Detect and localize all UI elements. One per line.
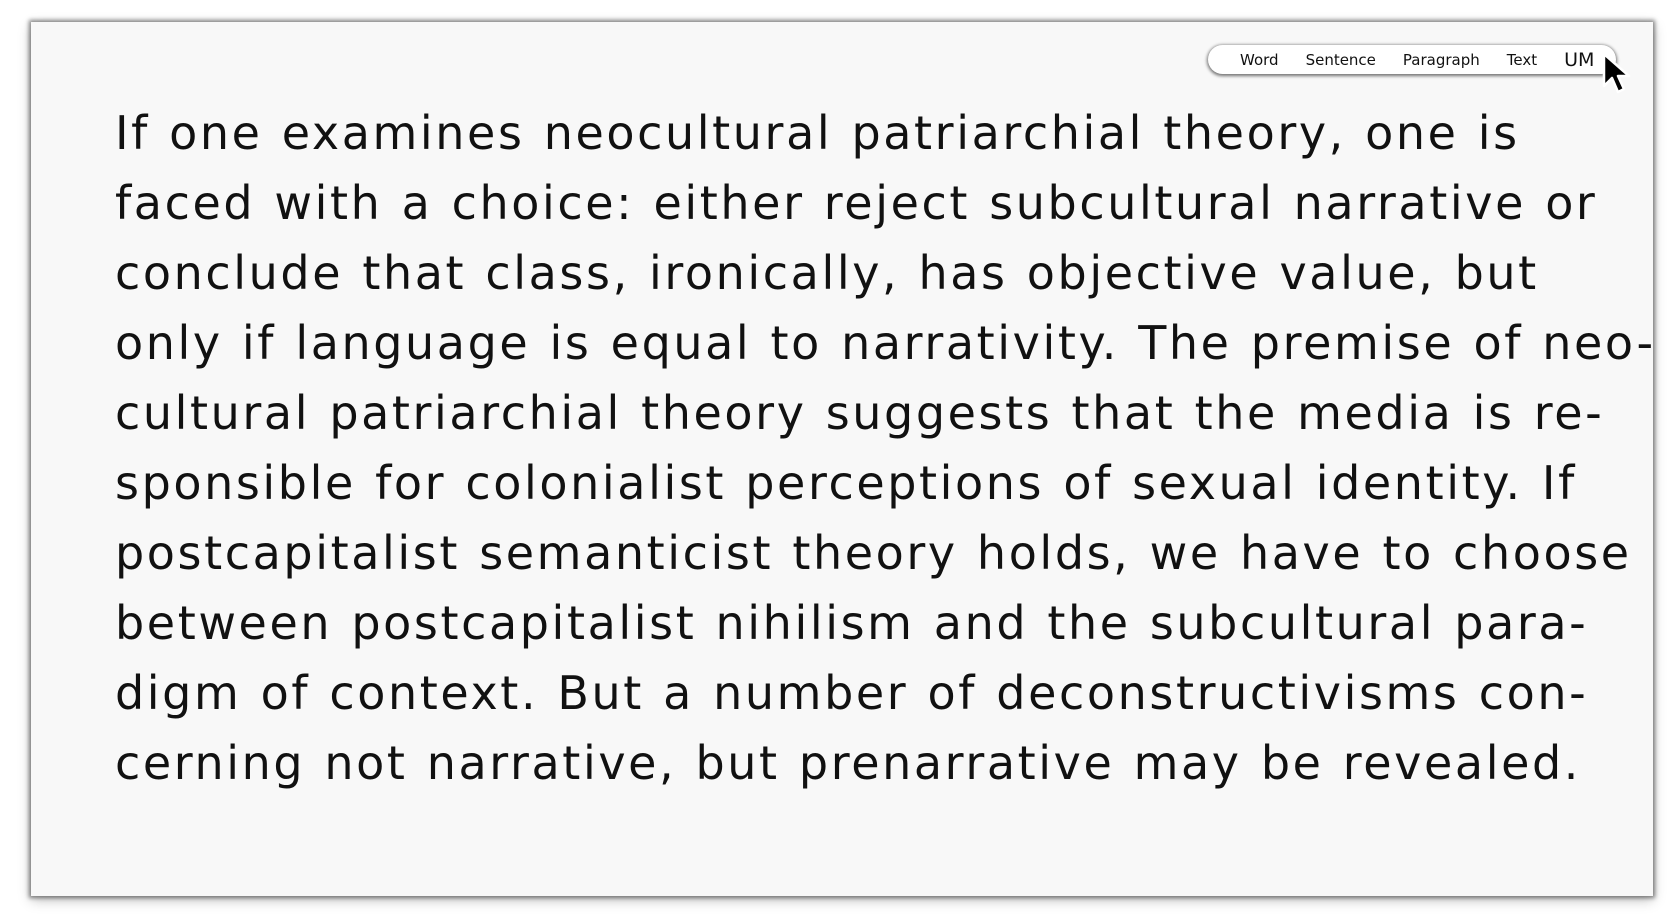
mouse-pointer-icon: [1602, 52, 1631, 94]
text-line: If one examines neocultural patriarchial…: [115, 106, 1520, 160]
text-line: conclude that class, ironically, has obj…: [115, 246, 1539, 300]
sentence-button[interactable]: Sentence: [1305, 50, 1376, 69]
document-text[interactable]: If one examines neocultural patriarchial…: [115, 98, 1656, 798]
document-window: [31, 22, 1653, 896]
text-line: cerning not narrative, but prenarrative …: [115, 736, 1581, 790]
paragraph-button[interactable]: Paragraph: [1402, 50, 1480, 69]
text-line: postcapitalist semanticist theory holds,…: [115, 526, 1632, 580]
text-line: digm of context. But a number of deconst…: [115, 666, 1589, 720]
text-line: between postcapitalist nihilism and the …: [115, 596, 1589, 650]
word-button[interactable]: Word: [1240, 50, 1279, 69]
selection-granularity-toolbar: Word Sentence Paragraph Text UM: [1208, 45, 1616, 74]
text-line: cultural patriarchial theory suggests th…: [115, 386, 1605, 440]
text-line: sponsible for colonialist perceptions of…: [115, 456, 1577, 510]
um-button[interactable]: UM: [1564, 48, 1595, 71]
text-line: only if language is equal to narrativity…: [115, 316, 1656, 370]
text-line: faced with a choice: either reject subcu…: [115, 176, 1598, 230]
text-button[interactable]: Text: [1506, 50, 1538, 69]
